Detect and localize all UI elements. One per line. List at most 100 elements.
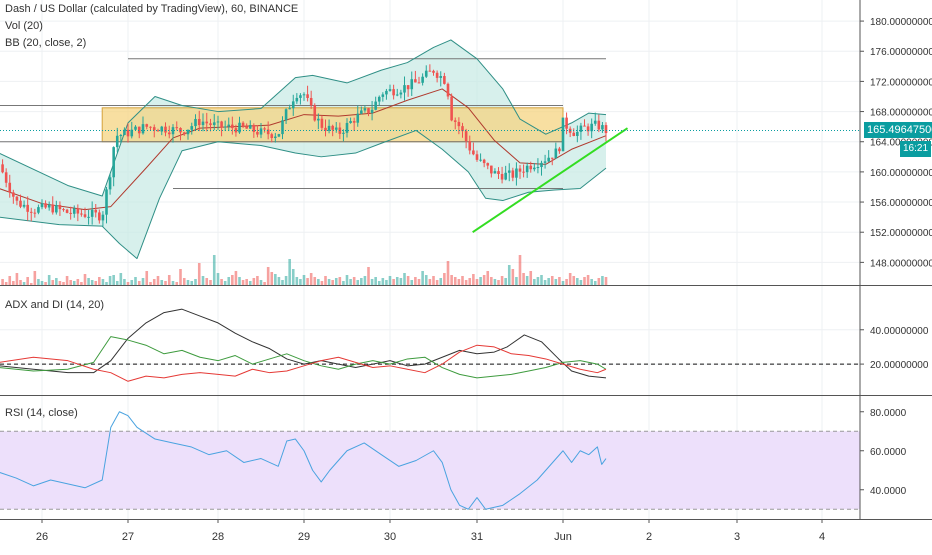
candle-body xyxy=(334,127,338,130)
volume-bar xyxy=(388,276,392,285)
candle-body xyxy=(579,125,583,132)
candle-body xyxy=(543,161,547,163)
candle-body xyxy=(156,130,160,132)
candle-body xyxy=(464,131,468,142)
price-scale-background[interactable] xyxy=(860,0,932,550)
candle-body xyxy=(490,165,493,174)
volume-bar xyxy=(432,276,435,285)
candle-body xyxy=(134,126,137,130)
volume-bar xyxy=(367,267,370,285)
volume-bar xyxy=(515,277,518,285)
candle-body xyxy=(421,76,424,83)
volume-bar xyxy=(197,263,201,285)
volume-bar xyxy=(141,278,145,285)
candle-body xyxy=(145,124,149,127)
candle-body xyxy=(149,126,152,128)
symbol-title: Dash / US Dollar (calculated by TradingV… xyxy=(5,3,299,15)
bollinger-band-fill xyxy=(0,39,606,259)
volume-bar xyxy=(583,277,586,285)
candle-body xyxy=(12,192,15,197)
volume-bar xyxy=(461,276,464,285)
volume-bar xyxy=(182,278,186,285)
candle-body xyxy=(597,120,601,130)
volume-bar xyxy=(149,282,152,285)
candle-body xyxy=(385,90,388,95)
volume-bar xyxy=(12,281,15,285)
candle-body xyxy=(119,135,123,137)
volume-bar xyxy=(55,278,58,285)
volume-bar xyxy=(33,271,37,285)
volume-bar xyxy=(576,278,579,285)
volume-bar xyxy=(101,279,105,285)
candle-body xyxy=(370,109,374,113)
candle-body xyxy=(443,76,446,84)
candle-body xyxy=(381,94,385,97)
volume-bar xyxy=(533,279,536,285)
volume-bar xyxy=(80,282,83,285)
volume-bar xyxy=(26,277,29,285)
candle-body xyxy=(345,122,349,133)
candle-body xyxy=(428,70,432,72)
candle-body xyxy=(299,95,302,98)
volume-bar xyxy=(392,279,395,285)
trendline-annotation[interactable] xyxy=(472,127,629,234)
volume-bar xyxy=(360,278,363,285)
volume-bar xyxy=(295,277,299,285)
volume-bar xyxy=(227,277,231,285)
volume-bar xyxy=(417,279,421,285)
candle-body xyxy=(1,164,4,173)
volume-bar xyxy=(601,276,604,285)
candle-body xyxy=(472,150,475,155)
candle-body xyxy=(547,157,550,162)
volume-bar xyxy=(410,280,414,285)
volume-bar xyxy=(234,271,238,285)
volume-bar xyxy=(424,275,428,285)
candle-body xyxy=(590,123,593,132)
candle-body xyxy=(80,213,83,215)
price-tick-label: 176.00000000 xyxy=(870,47,932,58)
volume-bar xyxy=(399,278,403,285)
volume-bar xyxy=(137,281,141,285)
volume-bar xyxy=(190,281,194,285)
candle-body xyxy=(19,200,22,207)
candle-body xyxy=(295,97,299,102)
volume-bar xyxy=(241,280,245,285)
candle-body xyxy=(238,122,241,133)
candle-body xyxy=(432,70,435,73)
volume-bar xyxy=(179,269,182,285)
candle-body xyxy=(324,127,327,131)
candle-body xyxy=(522,171,525,173)
volume-bar xyxy=(108,276,112,285)
volume-bar xyxy=(543,280,547,285)
volume-bar xyxy=(479,277,482,285)
candle-body xyxy=(392,89,395,96)
candle-body xyxy=(101,214,105,221)
candle-body xyxy=(518,168,522,172)
volume-bar xyxy=(317,279,320,285)
volume-bar xyxy=(590,279,593,285)
candle-body xyxy=(72,208,76,214)
candle-body xyxy=(171,127,175,135)
candle-body xyxy=(583,125,586,127)
current-price-label: 165.49647500 xyxy=(864,122,932,139)
candle-body xyxy=(529,165,533,170)
candle-body xyxy=(601,125,604,130)
volume-bar xyxy=(186,280,190,285)
volume-bar xyxy=(352,277,356,285)
candle-body xyxy=(248,125,252,129)
volume-bar xyxy=(568,273,572,285)
volume-bar xyxy=(334,278,338,285)
volume-bar xyxy=(377,281,381,285)
candle-body xyxy=(212,122,216,126)
time-tick-label: 2 xyxy=(646,531,652,543)
volume-bar xyxy=(536,277,540,285)
candle-body xyxy=(309,97,313,106)
candle-body xyxy=(504,172,507,180)
candle-body xyxy=(51,204,55,213)
volume-bar xyxy=(37,279,40,285)
volume-bar xyxy=(98,277,101,285)
volume-bar xyxy=(134,277,137,285)
candle-body xyxy=(223,126,227,128)
